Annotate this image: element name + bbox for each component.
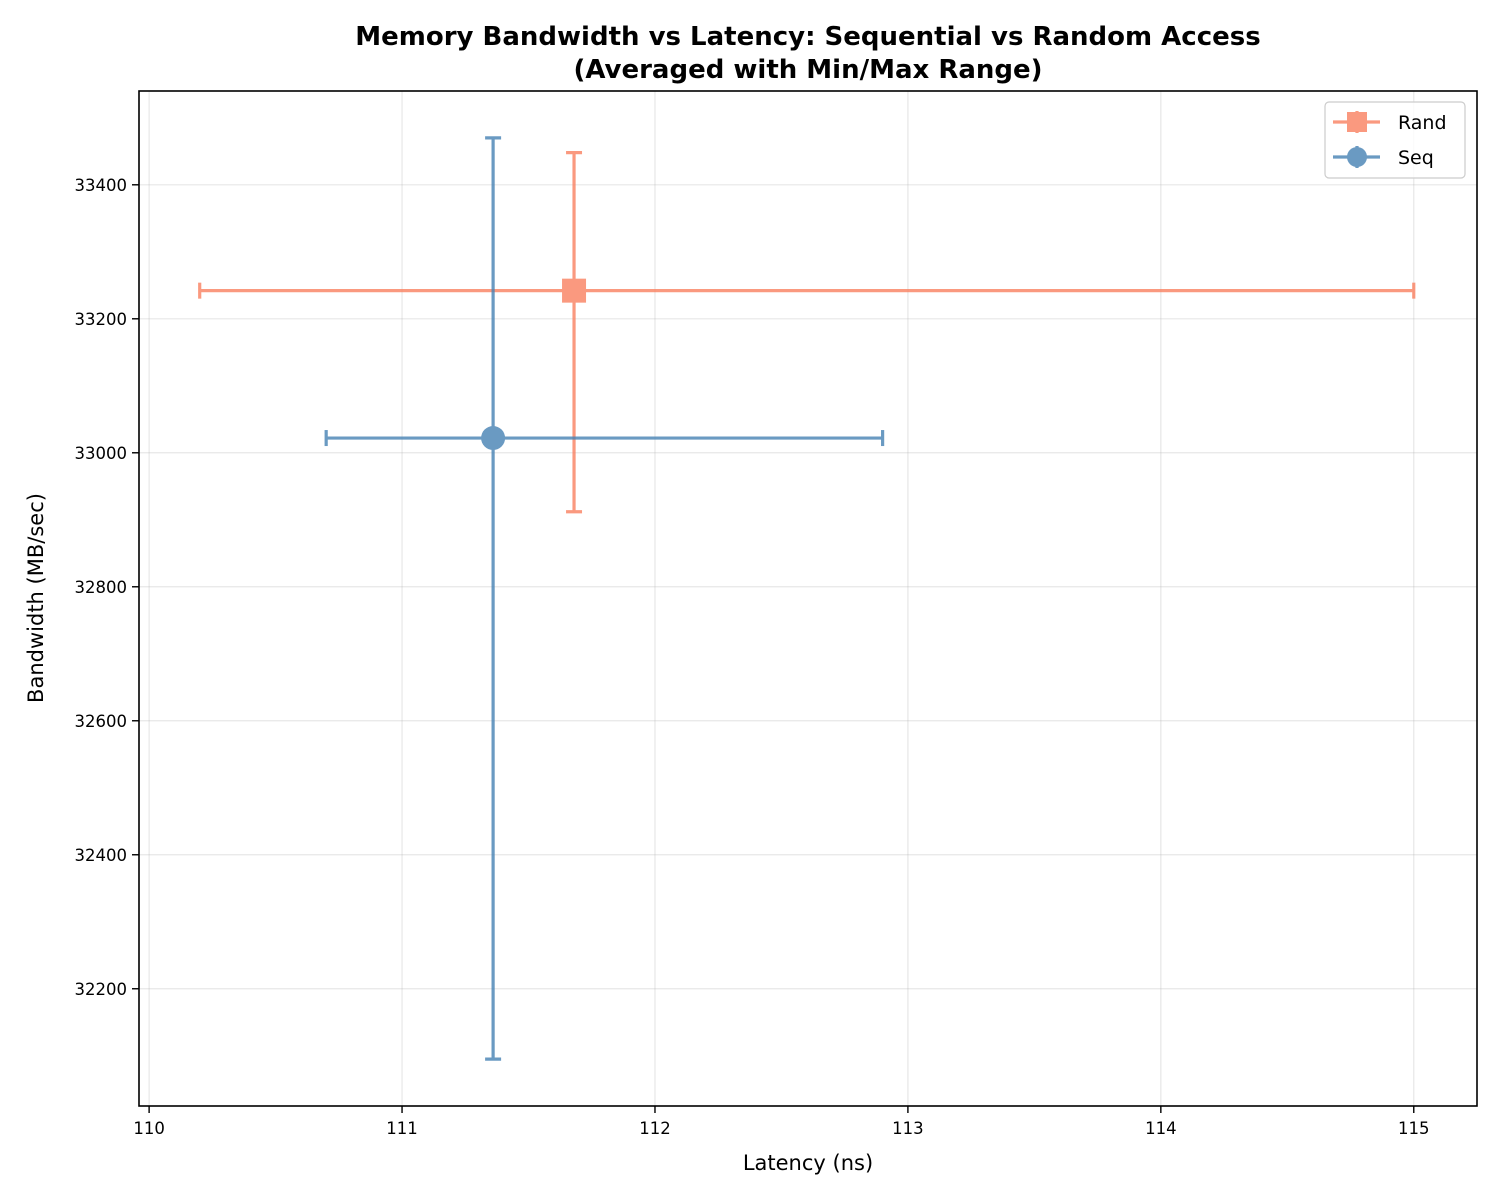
chart-title-line-1: Memory Bandwidth vs Latency: Sequential …	[355, 22, 1260, 52]
y-tick-label: 33000	[75, 444, 128, 463]
x-tick-label: 111	[386, 1119, 418, 1138]
chart-title-line-2: (Averaged with Min/Max Range)	[573, 55, 1042, 85]
y-tick-label: 32800	[75, 578, 128, 597]
x-tick-label: 110	[133, 1119, 165, 1138]
y-axis: 32200 32400 32600 32800 33000 33200 33400	[75, 176, 139, 999]
legend: Rand Seq	[1324, 101, 1466, 179]
y-tick-label: 32600	[75, 712, 128, 731]
y-tick-label: 33200	[75, 310, 128, 329]
series-layer	[198, 136, 1416, 1061]
x-tick-label: 112	[639, 1119, 671, 1138]
legend-label-rand: Rand	[1398, 112, 1447, 134]
x-tick-label: 115	[1398, 1119, 1430, 1138]
seq-data-point	[481, 426, 506, 451]
y-axis-label: Bandwidth (MB/sec)	[24, 493, 48, 703]
rand-data-point	[562, 278, 587, 303]
legend-label-seq: Seq	[1398, 147, 1434, 169]
legend-rand-marker	[1347, 112, 1367, 132]
x-tick-label: 114	[1145, 1119, 1177, 1138]
y-tick-label: 32400	[75, 846, 128, 865]
y-tick-label: 32200	[75, 980, 128, 999]
series-seq	[324, 136, 885, 1061]
legend-item-rand	[1333, 111, 1380, 133]
series-rand	[198, 151, 1416, 514]
plot-frame	[138, 90, 1478, 1107]
x-tick-label: 113	[892, 1119, 924, 1138]
legend-item-seq	[1333, 146, 1380, 168]
x-axis-label: Latency (ns)	[743, 1151, 873, 1175]
y-tick-label: 33400	[75, 176, 128, 195]
grid	[139, 91, 1477, 1106]
x-axis: 110 111 112 113 114 115	[133, 1106, 1430, 1138]
legend-seq-marker	[1347, 147, 1367, 167]
